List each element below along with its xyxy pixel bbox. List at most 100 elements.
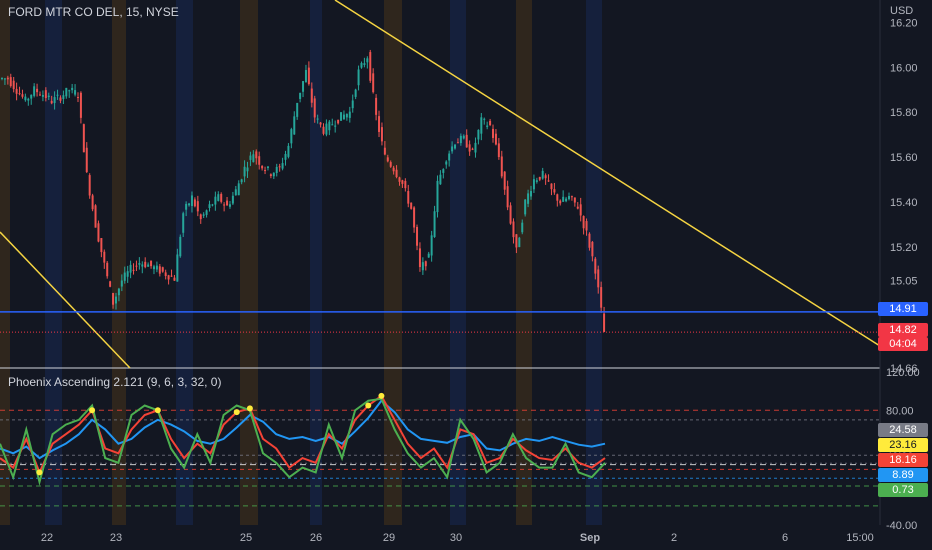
price-tick-7: 14.66 [890,363,918,375]
candle-body [325,123,328,135]
candle-body [109,281,112,287]
candle-body [275,166,278,173]
candle-body [176,254,179,282]
candle-body [474,142,477,153]
candle-body [167,275,170,280]
ind-extreme-dot [36,469,43,476]
candle-body [576,206,579,209]
candle-body [357,69,360,86]
candle-body [226,200,229,206]
candle-body [380,127,383,142]
candle-body [59,97,62,101]
candle-body [515,234,518,248]
candle-body [372,73,375,93]
candle-body [158,266,161,274]
candle-body [518,237,521,248]
ind-series-2 [0,397,606,486]
candle-body [41,95,44,97]
candle-body [541,170,544,179]
candle-body [261,165,264,169]
session-band-7 [450,0,466,525]
candle-body [436,180,439,213]
session-band-2 [112,0,126,525]
candle-body [570,196,573,198]
candle-body [208,204,211,208]
candle-body [348,111,351,118]
ind-extreme-dot [233,409,240,416]
ind-series-0 [0,399,606,460]
candle-body [123,272,126,281]
candle-body [249,155,252,160]
candle-body [281,163,284,169]
candle-body [170,275,173,277]
candle-body [354,89,357,97]
candle-body [398,177,401,182]
candle-body [196,201,199,212]
candle-body [190,195,193,206]
candle-body [527,193,530,204]
candle-body [18,93,21,95]
candle-body [456,142,459,144]
candle-body [214,196,217,205]
candle-body [1,77,3,79]
session-band-3 [176,0,193,525]
candle-body [217,194,220,201]
indicator-title[interactable]: Phoenix Ascending 2.121 (9, 6, 3, 32, 0) [8,375,222,389]
candle-body [126,271,129,277]
candle-body [389,162,392,167]
ind-extreme-dot [365,402,372,409]
ind-tick-4: -40.00 [886,520,917,532]
level-price-tag: 14.91 [878,302,928,316]
candle-body [3,78,6,80]
session-band-4 [240,0,258,525]
candle-body [410,202,413,209]
candle-body [427,253,430,258]
candle-body [33,86,36,96]
x-tick-5: 30 [450,532,462,544]
ind-tick-0: 120.00 [886,367,920,379]
candle-body [342,114,345,120]
candle-body [386,157,389,162]
candle-body [445,161,448,165]
candle-body [562,196,565,202]
candle-body [559,200,562,204]
candle-body [489,120,492,126]
candle-body [71,87,74,91]
candle-body [85,147,88,173]
candle-body [185,203,188,210]
candle-body [369,52,372,81]
candle-body [234,189,237,196]
x-tick-9: 15:00 [846,532,874,544]
candle-body [258,156,261,165]
candle-body [9,77,12,87]
candle-body [155,265,158,270]
candle-body [246,167,249,172]
candle-body [334,125,337,127]
candle-body [471,148,474,150]
x-tick-1: 23 [110,532,122,544]
candle-body [448,153,451,161]
candle-body [88,175,91,196]
ind-extreme-dot [89,407,96,414]
candle-body [591,241,594,257]
candle-body [188,203,191,206]
candle-body [500,156,503,177]
candle-body [94,205,97,228]
candle-body [524,199,527,215]
candle-body [82,124,85,153]
price-tick-0: 16.20 [890,17,918,29]
candle-body [132,269,135,271]
candle-body [205,210,208,215]
candle-body [76,97,79,99]
x-tick-8: 6 [782,532,788,544]
candle-body [293,116,296,135]
candle-body [340,112,343,121]
candle-body [547,180,550,182]
candle-body [211,204,214,206]
candle-body [313,98,316,118]
candle-body [199,214,202,220]
candle-body [106,262,109,277]
candle-body [231,195,234,204]
candle-body [480,117,483,134]
